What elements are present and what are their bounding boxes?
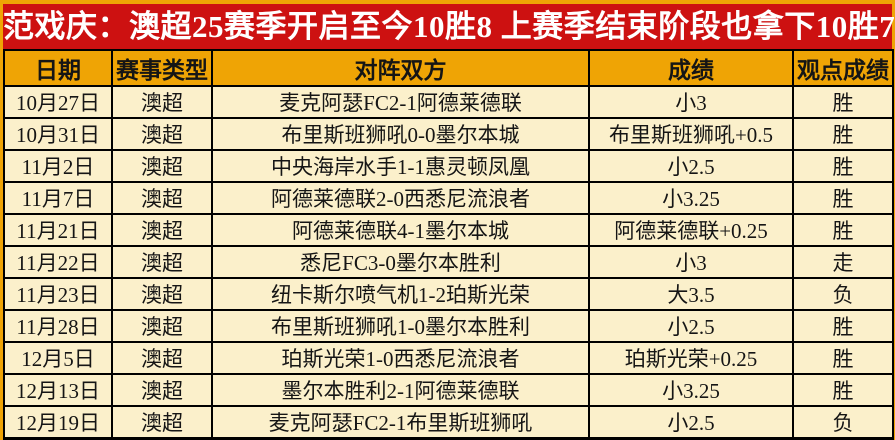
cell-match: 阿德莱德联2-0西悉尼流浪者 (211, 181, 590, 215)
table-row: 10月31日 澳超 布里斯班狮吼0-0墨尔本城 布里斯班狮吼+0.5 胜 (3, 117, 894, 151)
cell-date: 11月7日 (3, 181, 113, 215)
cell-score: 布里斯班狮吼+0.5 (588, 117, 794, 151)
cell-result: 胜 (792, 85, 894, 119)
table-row: 12月13日 澳超 墨尔本胜利2-1阿德莱德联 小3.25 胜 (3, 373, 894, 407)
cell-date: 10月27日 (3, 85, 113, 119)
table-row: 11月28日 澳超 布里斯班狮吼1-0墨尔本胜利 小2.5 胜 (3, 309, 894, 343)
cell-match: 墨尔本胜利2-1阿德莱德联 (211, 373, 590, 407)
cell-result: 胜 (792, 181, 894, 215)
cell-match: 纽卡斯尔喷气机1-2珀斯光荣 (211, 277, 590, 311)
cell-league: 澳超 (111, 341, 213, 375)
cell-score: 小3 (588, 85, 794, 119)
cell-result: 胜 (792, 341, 894, 375)
header-result: 观点成绩 (792, 49, 894, 87)
cell-match: 布里斯班狮吼0-0墨尔本城 (211, 117, 590, 151)
table-header: 日期 赛事类型 对阵双方 成绩 观点成绩 (3, 49, 894, 87)
cell-date: 11月28日 (3, 309, 113, 343)
cell-result: 走 (792, 245, 894, 279)
cell-league: 澳超 (111, 213, 213, 247)
table-body: 10月27日 澳超 麦克阿瑟FC2-1阿德莱德联 小3 胜 10月31日 澳超 布里斯班狮吼0… (3, 85, 894, 440)
cell-league: 澳超 (111, 149, 213, 183)
cell-match: 悉尼FC3-0墨尔本胜利 (211, 245, 590, 279)
table-row: 11月22日 澳超 悉尼FC3-0墨尔本胜利 小3 走 (3, 245, 894, 279)
cell-match: 中央海岸水手1-1惠灵顿凤凰 (211, 149, 590, 183)
cell-score: 小2.5 (588, 149, 794, 183)
cell-score: 阿德莱德联+0.25 (588, 213, 794, 247)
cell-score: 小2.5 (588, 309, 794, 343)
table-row: 10月27日 澳超 麦克阿瑟FC2-1阿德莱德联 小3 胜 (3, 85, 894, 119)
cell-date: 10月31日 (3, 117, 113, 151)
cell-date: 11月21日 (3, 213, 113, 247)
cell-result: 胜 (792, 373, 894, 407)
cell-date: 12月5日 (3, 341, 113, 375)
cell-result: 负 (792, 277, 894, 311)
header-score: 成绩 (588, 49, 794, 87)
cell-result: 胜 (792, 309, 894, 343)
cell-league: 澳超 (111, 85, 213, 119)
cell-match: 珀斯光荣1-0西悉尼流浪者 (211, 341, 590, 375)
table-row: 11月21日 澳超 阿德莱德联4-1墨尔本城 阿德莱德联+0.25 胜 (3, 213, 894, 247)
page-frame: 范戏庆：澳超25赛季开启至今10胜8 上赛季结束阶段也拿下10胜7 日期 赛事类… (3, 4, 895, 440)
cell-league: 澳超 (111, 245, 213, 279)
table-row: 11月7日 澳超 阿德莱德联2-0西悉尼流浪者 小3.25 胜 (3, 181, 894, 215)
results-table: 日期 赛事类型 对阵双方 成绩 观点成绩 10月27日 澳超 麦克阿瑟FC2-1阿德… (3, 49, 894, 440)
cell-result: 胜 (792, 213, 894, 247)
cell-result: 胜 (792, 149, 894, 183)
cell-date: 11月23日 (3, 277, 113, 311)
cell-score: 大3.5 (588, 277, 794, 311)
cell-score: 珀斯光荣+0.25 (588, 341, 794, 375)
cell-league: 澳超 (111, 373, 213, 407)
cell-score: 小3.25 (588, 181, 794, 215)
header-date: 日期 (3, 49, 113, 87)
cell-league: 澳超 (111, 277, 213, 311)
cell-league: 澳超 (111, 405, 213, 440)
cell-date: 11月2日 (3, 149, 113, 183)
header-league: 赛事类型 (111, 49, 213, 87)
cell-league: 澳超 (111, 181, 213, 215)
table-row: 11月2日 澳超 中央海岸水手1-1惠灵顿凤凰 小2.5 胜 (3, 149, 894, 183)
header-row: 日期 赛事类型 对阵双方 成绩 观点成绩 (3, 49, 894, 87)
cell-date: 11月22日 (3, 245, 113, 279)
page-title: 范戏庆：澳超25赛季开启至今10胜8 上赛季结束阶段也拿下10胜7 (3, 4, 895, 49)
cell-score: 小3.25 (588, 373, 794, 407)
cell-match: 麦克阿瑟FC2-1布里斯班狮吼 (211, 405, 590, 440)
cell-match: 布里斯班狮吼1-0墨尔本胜利 (211, 309, 590, 343)
cell-match: 麦克阿瑟FC2-1阿德莱德联 (211, 85, 590, 119)
cell-result: 负 (792, 405, 894, 440)
cell-league: 澳超 (111, 309, 213, 343)
table-row: 12月19日 澳超 麦克阿瑟FC2-1布里斯班狮吼 小2.5 负 (3, 405, 894, 440)
cell-score: 小2.5 (588, 405, 794, 440)
cell-score: 小3 (588, 245, 794, 279)
cell-date: 12月13日 (3, 373, 113, 407)
table-row: 12月5日 澳超 珀斯光荣1-0西悉尼流浪者 珀斯光荣+0.25 胜 (3, 341, 894, 375)
cell-result: 胜 (792, 117, 894, 151)
cell-date: 12月19日 (3, 405, 113, 440)
header-match: 对阵双方 (211, 49, 590, 87)
cell-league: 澳超 (111, 117, 213, 151)
table-row: 11月23日 澳超 纽卡斯尔喷气机1-2珀斯光荣 大3.5 负 (3, 277, 894, 311)
cell-match: 阿德莱德联4-1墨尔本城 (211, 213, 590, 247)
